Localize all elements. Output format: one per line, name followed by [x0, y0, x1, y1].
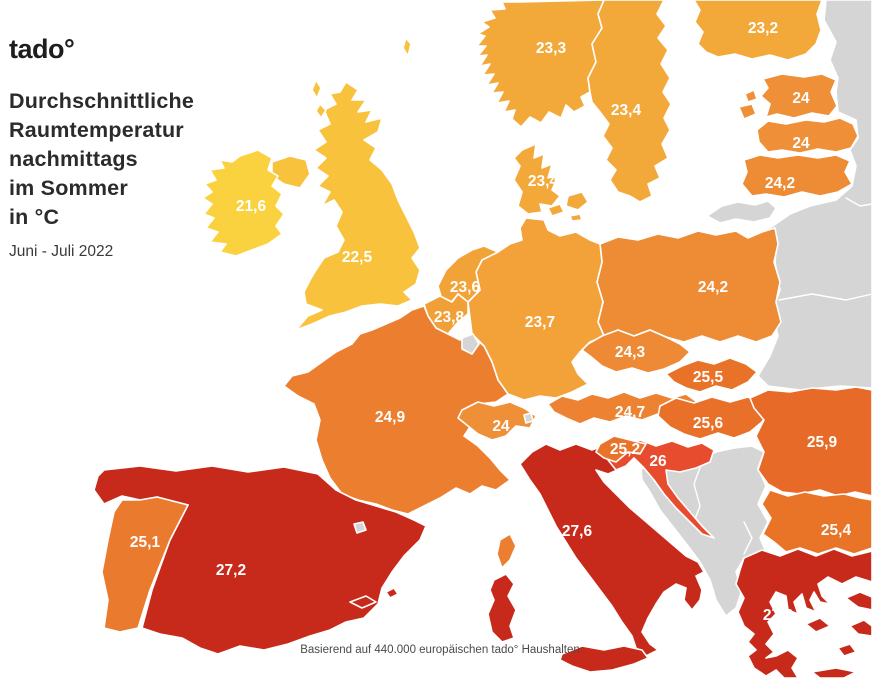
- spain-balearic-islands: [385, 587, 399, 599]
- uk-hebrides: [311, 79, 322, 99]
- greece-island-crete: [811, 667, 857, 678]
- title-line-2: Raumtemperatur: [9, 118, 184, 142]
- uk-shetland-islands: [402, 37, 412, 57]
- greece-island: [837, 643, 857, 657]
- tado-logo: tado°: [9, 34, 75, 64]
- page-title: Durchschnittliche Raumtemperatur nachmit…: [9, 87, 194, 232]
- country-lithuania: [741, 154, 853, 198]
- label-hungary: 25,6: [693, 415, 724, 432]
- label-romania: 25,9: [807, 434, 838, 451]
- country-croatia: [607, 439, 715, 539]
- country-united-kingdom: [295, 81, 421, 331]
- country-france: [283, 305, 511, 515]
- label-slovakia: 25,5: [693, 369, 724, 386]
- country-slovakia: [665, 357, 758, 393]
- label-denmark: 23,4: [528, 173, 559, 190]
- region-luxembourg: [461, 333, 480, 355]
- greece-island: [845, 591, 872, 611]
- label-spain: 27,2: [216, 562, 246, 579]
- date-range-subtitle: Juni - Juli 2022: [9, 243, 114, 260]
- label-bulgaria: 25,4: [821, 522, 852, 539]
- denmark-island-bornholm: [569, 213, 583, 222]
- region-russia-belarus-ukraine: [757, 0, 872, 391]
- spain-balearic-islands: [349, 595, 377, 609]
- region-andorra: [353, 521, 367, 534]
- greece-island-euboea: [805, 617, 831, 633]
- label-ireland: 21,6: [236, 198, 267, 215]
- label-italy: 27,6: [562, 523, 593, 540]
- country-switzerland: [457, 401, 537, 441]
- label-poland: 24,2: [698, 279, 728, 296]
- label-portugal: 25,1: [130, 534, 161, 551]
- no-data-internal-border: [845, 197, 872, 207]
- label-norway: 23,3: [536, 40, 567, 57]
- label-czechia: 24,3: [615, 344, 646, 361]
- label-belgium: 23,8: [434, 309, 465, 326]
- italy-sardinia: [487, 573, 517, 643]
- label-france: 24,9: [375, 409, 406, 426]
- title-line-3: nachmittags: [9, 147, 138, 171]
- denmark-island-funen: [547, 203, 565, 217]
- no-data-internal-border: [778, 293, 872, 301]
- region-kaliningrad: [706, 200, 777, 224]
- country-portugal: [101, 496, 189, 633]
- country-estonia: [760, 73, 838, 119]
- country-slovenia: [595, 435, 647, 463]
- country-poland: [596, 227, 782, 343]
- greece-island: [849, 619, 872, 637]
- country-denmark: [513, 143, 561, 215]
- country-sweden: [587, 0, 672, 203]
- uk-hebrides: [315, 103, 327, 119]
- country-greece: [735, 548, 872, 678]
- italy-sicily: [559, 645, 649, 673]
- label-greece: 27,8: [763, 607, 794, 624]
- label-switzerland: 24: [492, 418, 510, 435]
- country-ireland: [202, 149, 285, 257]
- estonia-island: [738, 103, 757, 120]
- denmark-island-zealand: [565, 191, 589, 211]
- country-latvia: [756, 117, 859, 154]
- label-austria: 24,7: [615, 404, 645, 421]
- country-finland: [693, 0, 823, 61]
- label-netherlands: 23,6: [450, 279, 481, 296]
- estonia-island: [744, 89, 758, 103]
- france-corsica: [496, 533, 517, 569]
- country-hungary: [657, 396, 771, 440]
- label-latvia: 24: [792, 135, 810, 152]
- label-germany: 23,7: [525, 314, 555, 331]
- country-germany: [467, 217, 605, 401]
- label-lithuania: 24,2: [765, 175, 795, 192]
- source-note: Basierend auf 440.000 europäischen tado°…: [300, 644, 580, 656]
- region-liechtenstein: [523, 412, 534, 424]
- label-finland: 23,2: [748, 20, 778, 37]
- label-sweden: 23,4: [611, 102, 642, 119]
- no-data-internal-border: [743, 521, 753, 555]
- header: tado° Durchschnittliche Raumtemperatur n…: [9, 34, 194, 261]
- country-czechia: [581, 329, 691, 374]
- country-labels: 21,6 22,5 23,3 23,4 23,2 23,4 24 24 24,2…: [130, 20, 852, 624]
- label-croatia: 26: [649, 453, 667, 470]
- country-romania: [749, 386, 872, 497]
- title-line-1: Durchschnittliche: [9, 89, 194, 113]
- country-bulgaria: [761, 489, 872, 555]
- label-united-kingdom: 22,5: [342, 249, 373, 266]
- no-data-internal-border: [692, 461, 703, 525]
- label-estonia: 24: [792, 90, 810, 107]
- label-slovenia: 25,2: [610, 441, 640, 458]
- title-line-5: in °C: [9, 205, 60, 229]
- title-line-4: im Sommer: [9, 176, 128, 200]
